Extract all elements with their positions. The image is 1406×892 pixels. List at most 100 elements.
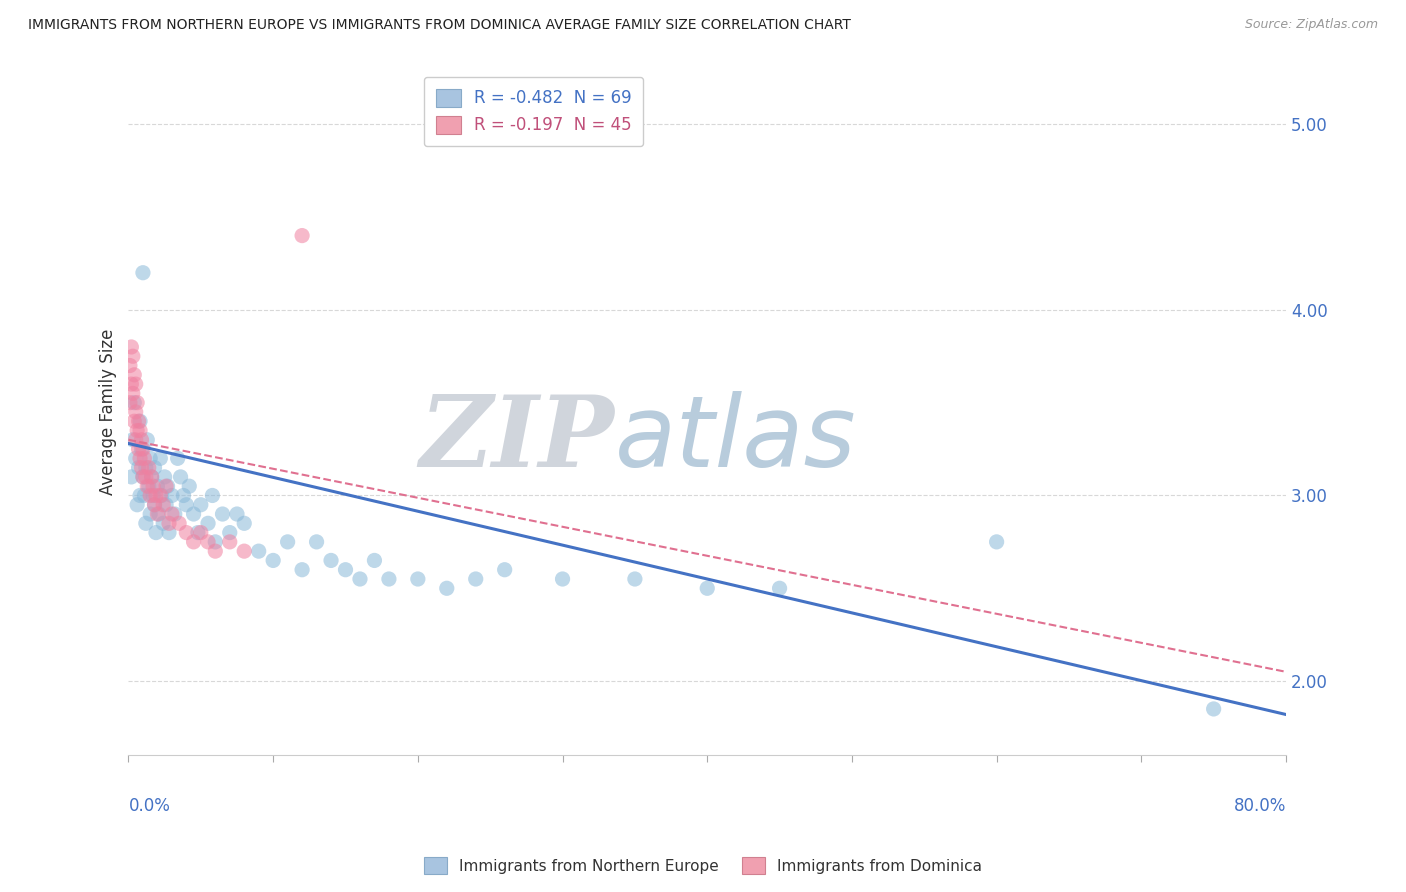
Point	[122, 368, 145, 382]
Point	[160, 488, 183, 502]
Point	[152, 516, 174, 531]
Point	[132, 266, 155, 280]
Point	[233, 516, 256, 531]
Point	[129, 451, 152, 466]
Point	[131, 433, 153, 447]
Text: IMMIGRANTS FROM NORTHERN EUROPE VS IMMIGRANTS FROM DOMINICA AVERAGE FAMILY SIZE : IMMIGRANTS FROM NORTHERN EUROPE VS IMMIG…	[28, 18, 851, 32]
Point	[136, 479, 159, 493]
Text: atlas: atlas	[614, 391, 856, 488]
Point	[155, 498, 177, 512]
Point	[138, 460, 160, 475]
Point	[211, 507, 233, 521]
Point	[291, 563, 314, 577]
Point	[142, 479, 165, 493]
Point	[335, 563, 357, 577]
Point	[129, 424, 152, 438]
Point	[135, 470, 157, 484]
Text: ZIP: ZIP	[419, 392, 614, 488]
Point	[179, 479, 201, 493]
Point	[378, 572, 401, 586]
Point	[143, 498, 166, 512]
Point	[494, 563, 516, 577]
Point	[1202, 702, 1225, 716]
Point	[986, 534, 1008, 549]
Point	[406, 572, 429, 586]
Point	[160, 507, 183, 521]
Point	[139, 451, 162, 466]
Point	[138, 479, 160, 493]
Point	[141, 470, 163, 484]
Point	[166, 451, 188, 466]
Point	[153, 470, 176, 484]
Point	[131, 442, 153, 456]
Point	[167, 516, 190, 531]
Point	[247, 544, 270, 558]
Point	[141, 470, 163, 484]
Point	[135, 516, 157, 531]
Point	[142, 488, 165, 502]
Legend: R = -0.482  N = 69, R = -0.197  N = 45: R = -0.482 N = 69, R = -0.197 N = 45	[425, 77, 644, 146]
Point	[139, 488, 162, 502]
Point	[169, 470, 191, 484]
Point	[129, 488, 152, 502]
Point	[226, 507, 249, 521]
Point	[464, 572, 486, 586]
Y-axis label: Average Family Size: Average Family Size	[100, 329, 117, 495]
Point	[204, 544, 226, 558]
Point	[146, 479, 169, 493]
Point	[291, 228, 314, 243]
Point	[149, 451, 172, 466]
Point	[157, 516, 180, 531]
Point	[262, 553, 284, 567]
Point	[163, 507, 186, 521]
Point	[201, 488, 224, 502]
Point	[768, 582, 790, 596]
Legend: Immigrants from Northern Europe, Immigrants from Dominica: Immigrants from Northern Europe, Immigra…	[418, 851, 988, 880]
Point	[136, 433, 159, 447]
Point	[135, 460, 157, 475]
Point	[204, 534, 226, 549]
Point	[197, 534, 219, 549]
Point	[143, 460, 166, 475]
Point	[197, 516, 219, 531]
Point	[152, 498, 174, 512]
Point	[121, 349, 143, 363]
Point	[125, 377, 148, 392]
Point	[156, 479, 179, 493]
Point	[551, 572, 574, 586]
Point	[305, 534, 328, 549]
Point	[146, 507, 169, 521]
Point	[120, 340, 142, 354]
Point	[176, 525, 198, 540]
Point	[183, 507, 205, 521]
Point	[131, 460, 153, 475]
Point	[349, 572, 371, 586]
Point	[190, 525, 212, 540]
Point	[127, 395, 149, 409]
Point	[127, 498, 149, 512]
Point	[218, 525, 240, 540]
Point	[132, 470, 155, 484]
Point	[118, 359, 141, 373]
Point	[150, 488, 173, 502]
Point	[122, 395, 145, 409]
Point	[132, 470, 155, 484]
Point	[233, 544, 256, 558]
Point	[125, 451, 148, 466]
Point	[183, 534, 205, 549]
Point	[436, 582, 458, 596]
Text: 0.0%: 0.0%	[128, 797, 170, 814]
Point	[277, 534, 299, 549]
Point	[128, 414, 150, 428]
Point	[125, 405, 148, 419]
Point	[172, 488, 194, 502]
Point	[145, 488, 167, 502]
Text: Source: ZipAtlas.com: Source: ZipAtlas.com	[1244, 18, 1378, 31]
Text: 80.0%: 80.0%	[1233, 797, 1286, 814]
Point	[128, 460, 150, 475]
Point	[128, 442, 150, 456]
Point	[143, 498, 166, 512]
Point	[149, 488, 172, 502]
Point	[121, 433, 143, 447]
Point	[134, 488, 156, 502]
